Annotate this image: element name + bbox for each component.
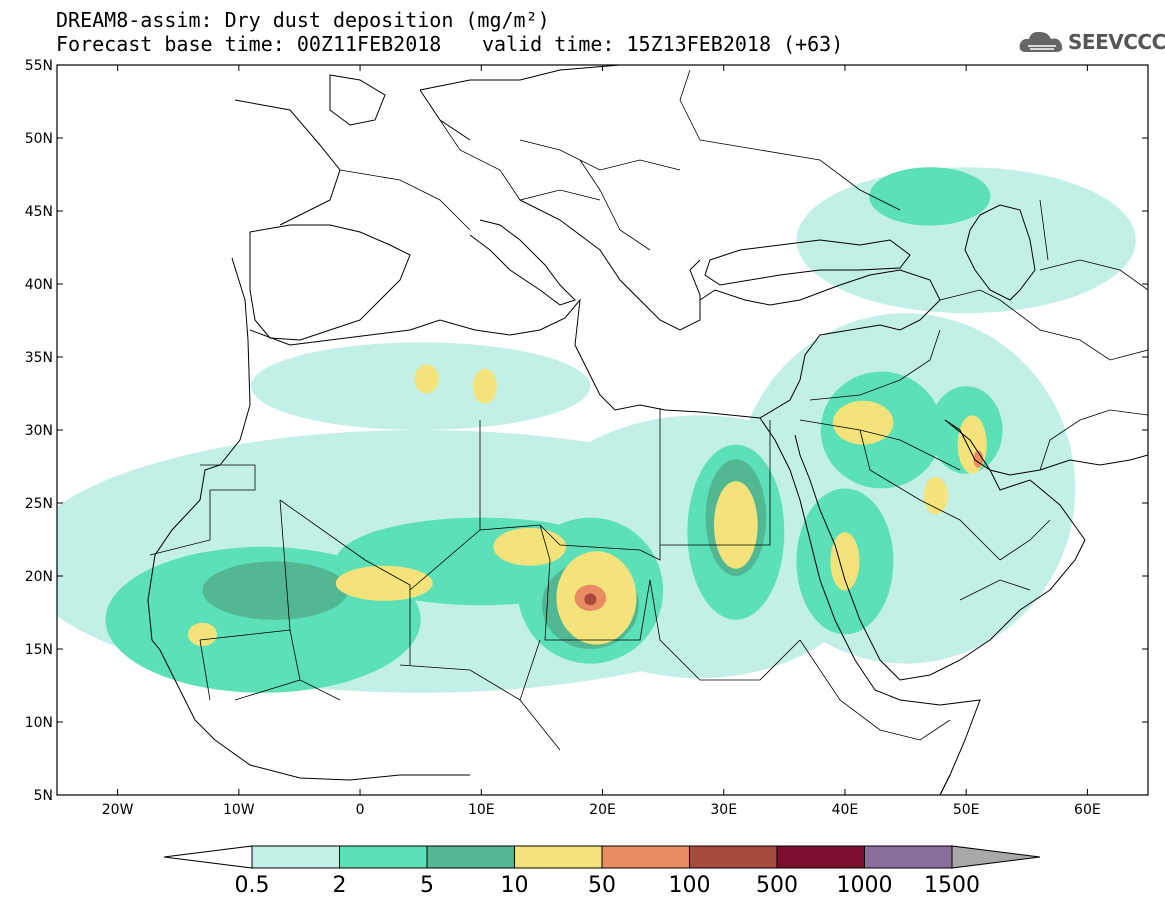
colorbar-under-arrow: [163, 845, 253, 869]
lat-label: 10N: [25, 715, 53, 731]
lon-label: 10E: [468, 802, 495, 818]
cloud-icon: [1019, 31, 1063, 52]
colorbar-swatch: [776, 845, 865, 869]
lon-label: 40E: [832, 802, 859, 818]
coastline-italy: [469, 219, 576, 306]
colorbar-swatch: [601, 845, 690, 869]
coastline-caspian: [964, 204, 1036, 301]
coastline-balkans-greece: [519, 199, 701, 331]
coastline-madagascar-africa-east: [939, 774, 951, 795]
country-borders: [149, 69, 1148, 751]
colorbar-label: 2: [333, 873, 347, 898]
colorbar-label: 0.5: [235, 873, 270, 898]
valid-time: valid time: 15Z13FEB2018 (+63): [482, 32, 844, 56]
lon-label: 20W: [102, 802, 134, 818]
colorbar-label: 1000: [837, 873, 893, 898]
dust-region-level-5: [584, 593, 597, 606]
seevccc-logo: SEEVCCC: [1018, 28, 1165, 58]
dust-region-level-3: [830, 532, 860, 591]
lat-label: 35N: [25, 350, 53, 366]
dust-region-level-3: [493, 527, 567, 566]
dust-region-level-3: [832, 400, 894, 445]
dust-region-level-2: [202, 561, 348, 620]
coastline-black-sea: [704, 239, 911, 286]
lat-label: 45N: [25, 204, 53, 220]
dust-region-level-3: [414, 364, 439, 394]
colorbar-swatch: [426, 845, 515, 869]
dust-deposition-field: [57, 167, 1136, 693]
coastline-africa-west: [147, 257, 470, 781]
colorbar-label: 10: [501, 873, 529, 898]
lat-label: 25N: [25, 496, 53, 512]
dust-region-level-1: [869, 167, 991, 226]
colorbar-label: 5: [420, 873, 434, 898]
colorbar-label: 100: [669, 873, 711, 898]
colorbar-swatch: [689, 845, 778, 869]
lon-label: 50E: [953, 802, 980, 818]
dust-region-level-3: [187, 622, 218, 647]
dust-region-level-3: [472, 368, 498, 404]
colorbar-over-arrow: [951, 845, 1041, 869]
lat-label: 30N: [25, 423, 53, 439]
colorbar-swatch: [864, 845, 953, 869]
lon-label: 60E: [1074, 802, 1101, 818]
colorbar-label: 50: [588, 873, 616, 898]
coastline-iberia: [249, 224, 411, 341]
colorbar-swatch: [514, 845, 603, 869]
axis-ticks: 20W 10W 0 10E 20E 30E 40E 50E 60E 55N 50N 45N 40N 35N…: [25, 58, 1148, 818]
lat-label: 5N: [34, 788, 53, 804]
coastline-north-africa: [249, 298, 761, 419]
colorbar-swatch: [339, 845, 428, 869]
forecast-base-time: Forecast base time: 00Z11FEB2018: [56, 32, 442, 56]
lat-label: 15N: [25, 642, 53, 658]
colorbar-label: 500: [756, 873, 798, 898]
lon-label: 10W: [223, 802, 255, 818]
map-title: DREAM8-assim: Dry dust deposition (mg/m²…: [56, 8, 550, 32]
coastline-arabia: [794, 419, 1086, 681]
lat-label: 50N: [25, 131, 53, 147]
lon-label: 30E: [710, 802, 737, 818]
lat-label: 40N: [25, 277, 53, 293]
dust-region-level-3: [714, 481, 758, 569]
coastline-red-sea-west: [759, 417, 901, 701]
lat-label: 55N: [25, 58, 53, 74]
colorbar-swatch: [251, 845, 340, 869]
colorbar-label: 1500: [924, 873, 980, 898]
logo-text: SEEVCCC: [1068, 30, 1165, 54]
dust-region-level-3: [335, 565, 433, 601]
lon-label: 0: [356, 802, 365, 818]
coastlines-and-borders: [147, 65, 1148, 795]
lon-label: 20E: [589, 802, 616, 818]
lat-label: 20N: [25, 569, 53, 585]
